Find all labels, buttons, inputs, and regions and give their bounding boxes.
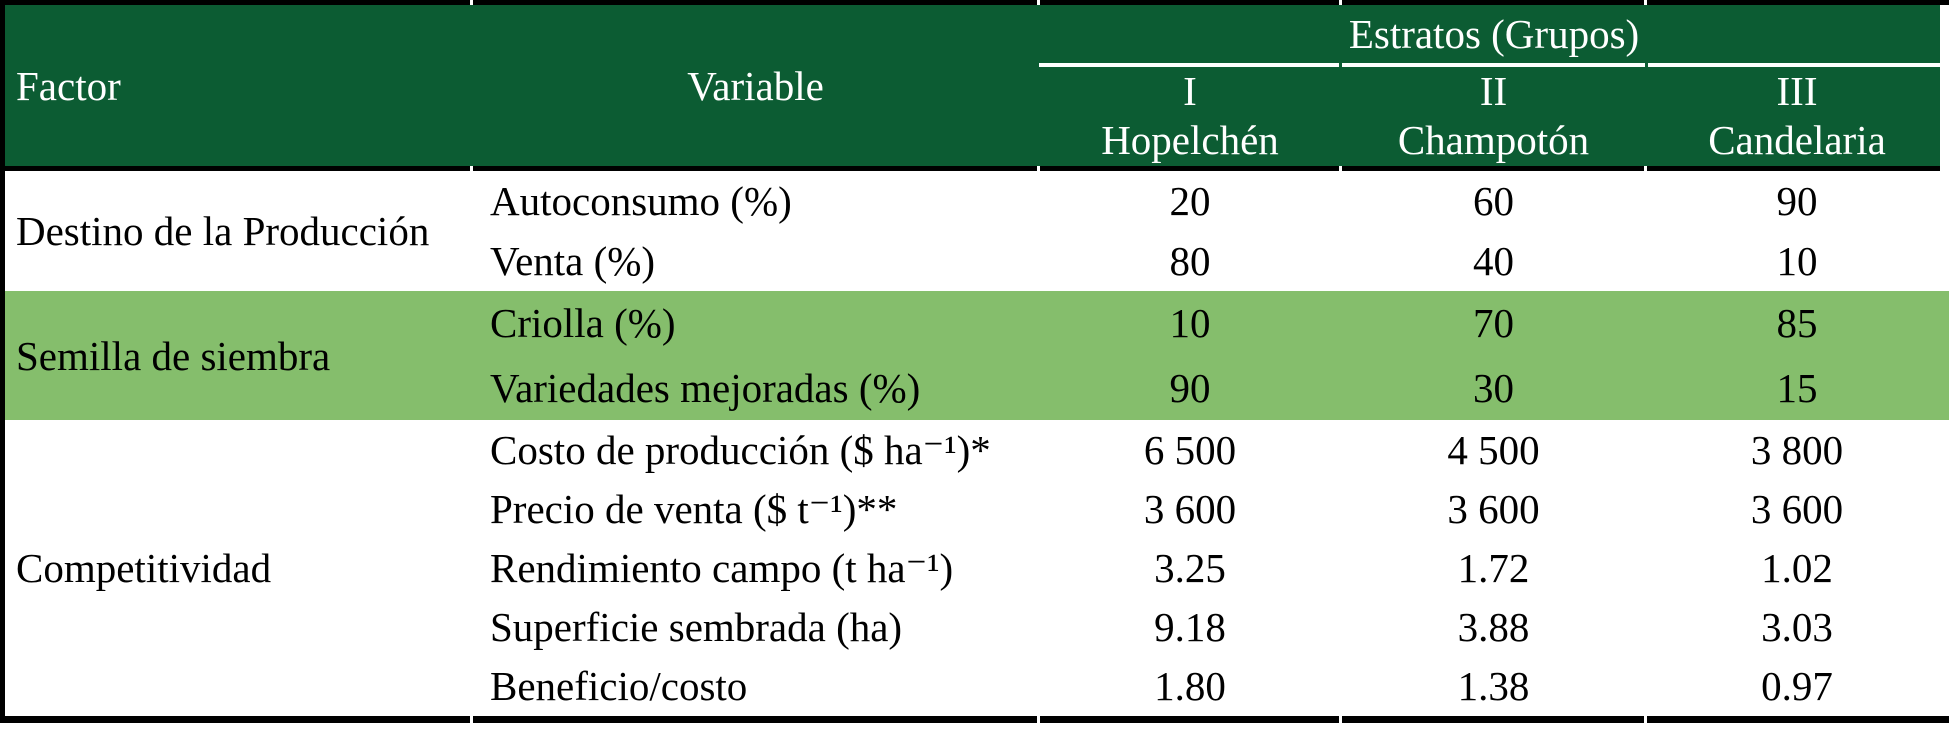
- border-segment: [473, 166, 1037, 171]
- underline-segment: [1342, 63, 1645, 67]
- group-name: Champotón: [1397, 117, 1590, 163]
- table-header: Factor Variable Estratos (Grupos) I Hope…: [0, 5, 1949, 166]
- underline-segment: [1039, 63, 1339, 67]
- value-cell: 90: [1776, 178, 1818, 224]
- value-cell: 1.38: [1457, 663, 1530, 710]
- variable-cell: Autoconsumo (%): [490, 178, 792, 224]
- header-right-notch: [1940, 5, 1949, 171]
- border-segment: [1342, 716, 1644, 723]
- border-segment: [473, 716, 1037, 723]
- border-segment: [0, 166, 470, 171]
- table-row: Rendimiento campo (t ha⁻¹) 3.25 1.72 1.0…: [472, 538, 1949, 597]
- factor-column-header: Factor: [16, 62, 121, 109]
- value-cell: 9.18: [1154, 604, 1226, 651]
- border-segment: [1040, 716, 1339, 723]
- group-header-hopelchen: I Hopelchén: [1039, 67, 1341, 166]
- table-left-border: [0, 0, 5, 723]
- group-name: Hopelchén: [1101, 117, 1279, 163]
- border-segment: [1342, 0, 1644, 5]
- estratos-title: Estratos (Grupos): [1348, 11, 1640, 57]
- variable-column-header: Variable: [687, 62, 824, 109]
- value-cell: 3.25: [1154, 545, 1226, 591]
- table-top-border: [0, 0, 1949, 5]
- value-cell: 3 600: [1750, 485, 1844, 532]
- table-row: Precio de venta ($ t⁻¹)** 3 600 3 600 3 …: [472, 479, 1949, 538]
- value-cell: 10: [1169, 300, 1211, 347]
- value-cell: 90: [1169, 364, 1211, 411]
- value-cell: 70: [1473, 300, 1514, 347]
- group-header-candelaria: III Candelaria: [1646, 67, 1948, 166]
- factor-group-cell: Competitividad: [16, 545, 272, 591]
- section-rows: Costo de producción ($ ha⁻¹)* 6 500 4 50…: [472, 420, 1949, 716]
- header-bottom-border: [0, 166, 1949, 171]
- variable-cell: Precio de venta ($ t⁻¹)**: [490, 485, 898, 532]
- value-cell: 40: [1473, 238, 1514, 284]
- estratos-groups: I Hopelchén II Champotón III Candelaria: [1039, 67, 1949, 166]
- value-cell: 1.80: [1154, 663, 1226, 710]
- group-header-champoton: II Champotón: [1341, 67, 1646, 166]
- value-cell: 0.97: [1761, 663, 1833, 710]
- variable-cell: Costo de producción ($ ha⁻¹)*: [490, 426, 991, 473]
- estratos-underline: [1039, 63, 1949, 67]
- estratos-header-group: Estratos (Grupos) I Hopelchén II Champot…: [1039, 5, 1949, 166]
- variable-cell: Rendimiento campo (t ha⁻¹): [490, 545, 954, 591]
- group-numeral: I: [1183, 67, 1197, 114]
- border-segment: [1647, 166, 1949, 171]
- table-row: Costo de producción ($ ha⁻¹)* 6 500 4 50…: [472, 420, 1949, 479]
- value-cell: 10: [1776, 238, 1818, 284]
- table-row: Superficie sembrada (ha) 9.18 3.88 3.03: [472, 598, 1949, 657]
- section-rows: Autoconsumo (%) 20 60 90 Venta (%) 80 40…: [472, 171, 1949, 291]
- value-cell: 80: [1169, 238, 1211, 284]
- border-segment: [0, 0, 470, 5]
- table-bottom-border: [0, 716, 1949, 723]
- table-row: Autoconsumo (%) 20 60 90: [472, 171, 1949, 231]
- border-segment: [473, 0, 1037, 5]
- value-cell: 1.72: [1457, 545, 1530, 591]
- value-cell: 20: [1169, 178, 1211, 224]
- factor-group-cell: Semilla de siembra: [16, 332, 331, 379]
- border-segment: [1647, 716, 1949, 723]
- border-segment: [1647, 0, 1949, 5]
- value-cell: 3 600: [1447, 485, 1540, 532]
- border-segment: [1040, 166, 1339, 171]
- variable-cell: Superficie sembrada (ha): [490, 604, 903, 651]
- border-segment: [1040, 0, 1339, 5]
- value-cell: 3.03: [1761, 604, 1833, 651]
- border-segment: [1342, 166, 1644, 171]
- value-cell: 60: [1473, 178, 1514, 224]
- underline-segment: [1648, 63, 1949, 67]
- table-row: Variedades mejoradas (%) 90 30 15: [472, 356, 1949, 421]
- section-competitividad: Competitividad Costo de producción ($ ha…: [0, 420, 1949, 716]
- factor-group-cell: Destino de la Producción: [16, 208, 430, 254]
- group-numeral: II: [1479, 67, 1508, 114]
- border-segment: [0, 716, 470, 723]
- value-cell: 15: [1776, 364, 1818, 411]
- table-row: Venta (%) 80 40 10: [472, 231, 1949, 291]
- table-row: Criolla (%) 10 70 85: [472, 291, 1949, 356]
- section-semilla-siembra: Semilla de siembra Criolla (%) 10 70 85 …: [0, 291, 1949, 420]
- section-destino-produccion: Destino de la Producción Autoconsumo (%)…: [0, 171, 1949, 291]
- value-cell: 85: [1776, 300, 1818, 347]
- section-rows: Criolla (%) 10 70 85 Variedades mejorada…: [472, 291, 1949, 420]
- value-cell: 3 800: [1750, 426, 1844, 473]
- group-numeral: III: [1776, 67, 1818, 114]
- value-cell: 3.88: [1457, 604, 1530, 651]
- value-cell: 30: [1473, 364, 1514, 411]
- group-name: Candelaria: [1708, 117, 1886, 163]
- variable-cell: Variedades mejoradas (%): [490, 364, 921, 411]
- value-cell: 1.02: [1761, 545, 1833, 591]
- variable-cell: Criolla (%): [490, 300, 676, 347]
- value-cell: 3 600: [1143, 485, 1237, 532]
- variable-cell: Beneficio/costo: [490, 663, 748, 710]
- table-row: Beneficio/costo 1.80 1.38 0.97: [472, 657, 1949, 716]
- value-cell: 4 500: [1447, 426, 1540, 473]
- value-cell: 6 500: [1143, 426, 1237, 473]
- variable-cell: Venta (%): [490, 238, 656, 284]
